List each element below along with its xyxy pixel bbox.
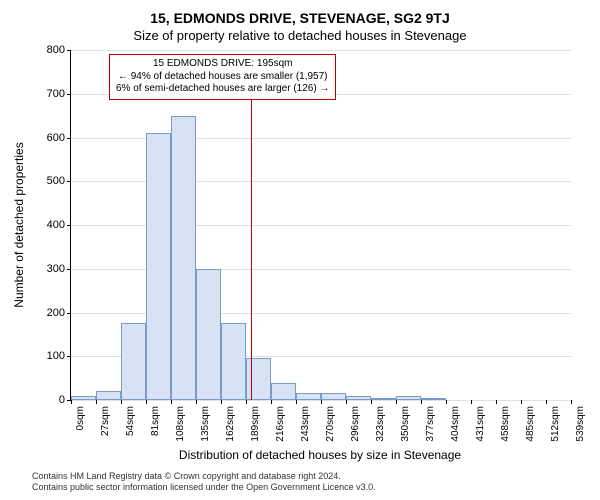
x-tick [196, 400, 197, 404]
x-tick [496, 400, 497, 404]
footer-line-1: Contains HM Land Registry data © Crown c… [32, 471, 376, 483]
histogram-bar [121, 323, 146, 400]
x-tick [471, 400, 472, 404]
y-tick [67, 181, 71, 182]
x-tick [271, 400, 272, 404]
x-tick [371, 400, 372, 404]
x-tick-label: 350sqm [400, 406, 411, 442]
histogram-bar [321, 393, 346, 400]
histogram-bar [296, 393, 321, 400]
x-tick-label: 162sqm [225, 406, 236, 442]
x-tick [446, 400, 447, 404]
x-tick [171, 400, 172, 404]
y-tick-label: 700 [25, 88, 65, 100]
histogram-bar [146, 133, 171, 400]
x-tick-label: 296sqm [350, 406, 361, 442]
histogram-bar [221, 323, 246, 400]
histogram-bar [196, 269, 221, 400]
x-tick-label: 539sqm [575, 406, 586, 442]
marker-line [251, 95, 252, 400]
y-tick [67, 94, 71, 95]
y-tick [67, 313, 71, 314]
histogram-bar [346, 396, 371, 400]
x-tick [521, 400, 522, 404]
x-tick [71, 400, 72, 404]
footer: Contains HM Land Registry data © Crown c… [32, 471, 376, 494]
histogram-bar [396, 396, 421, 400]
annotation-line: 6% of semi-detached houses are larger (1… [116, 83, 329, 96]
x-tick-label: 108sqm [175, 406, 186, 442]
x-tick-label: 54sqm [125, 406, 136, 436]
x-tick [396, 400, 397, 404]
x-tick-label: 27sqm [100, 406, 111, 436]
chart-container: 15, EDMONDS DRIVE, STEVENAGE, SG2 9TJ Si… [0, 0, 600, 500]
x-tick [246, 400, 247, 404]
x-tick [146, 400, 147, 404]
y-tick-label: 500 [25, 175, 65, 187]
y-axis-label: Number of detached properties [12, 50, 26, 400]
y-tick [67, 225, 71, 226]
x-tick [221, 400, 222, 404]
x-tick-label: 323sqm [375, 406, 386, 442]
x-tick-label: 512sqm [550, 406, 561, 442]
histogram-bar [171, 116, 196, 400]
histogram-bar [96, 391, 121, 400]
page-title: 15, EDMONDS DRIVE, STEVENAGE, SG2 9TJ [0, 0, 600, 26]
histogram-bar [246, 358, 271, 400]
x-tick-label: 404sqm [450, 406, 461, 442]
y-tick [67, 269, 71, 270]
y-tick-label: 400 [25, 219, 65, 231]
x-tick [121, 400, 122, 404]
x-tick [421, 400, 422, 404]
x-tick-label: 431sqm [475, 406, 486, 442]
x-tick [546, 400, 547, 404]
plot-area: 01002003004005006007008000sqm27sqm54sqm8… [70, 50, 571, 401]
x-tick-label: 0sqm [75, 406, 86, 430]
footer-line-2: Contains public sector information licen… [32, 482, 376, 494]
histogram-bar [71, 396, 96, 400]
histogram-bar [271, 383, 296, 401]
x-tick-label: 189sqm [250, 406, 261, 442]
y-tick-label: 100 [25, 350, 65, 362]
x-tick [571, 400, 572, 404]
chart-region: 01002003004005006007008000sqm27sqm54sqm8… [70, 50, 570, 400]
x-tick-label: 216sqm [275, 406, 286, 442]
x-tick [296, 400, 297, 404]
x-tick-label: 485sqm [525, 406, 536, 442]
y-tick-label: 600 [25, 132, 65, 144]
gridline [71, 50, 571, 51]
x-tick-label: 81sqm [150, 406, 161, 436]
x-tick-label: 270sqm [325, 406, 336, 442]
x-tick-label: 377sqm [425, 406, 436, 442]
y-tick-label: 300 [25, 263, 65, 275]
y-tick [67, 50, 71, 51]
y-tick-label: 200 [25, 307, 65, 319]
x-tick [346, 400, 347, 404]
y-tick-label: 0 [25, 394, 65, 406]
y-tick-label: 800 [25, 44, 65, 56]
page-subtitle: Size of property relative to detached ho… [0, 26, 600, 43]
x-tick [321, 400, 322, 404]
y-tick [67, 356, 71, 357]
histogram-bar [421, 398, 446, 400]
x-axis-label: Distribution of detached houses by size … [70, 448, 570, 462]
annotation-line: 15 EDMONDS DRIVE: 195sqm [116, 58, 329, 71]
annotation-box: 15 EDMONDS DRIVE: 195sqm← 94% of detache… [109, 54, 336, 100]
histogram-bar [371, 398, 396, 400]
x-tick-label: 243sqm [300, 406, 311, 442]
x-tick [96, 400, 97, 404]
x-tick-label: 458sqm [500, 406, 511, 442]
x-tick-label: 135sqm [200, 406, 211, 442]
y-tick [67, 138, 71, 139]
annotation-line: ← 94% of detached houses are smaller (1,… [116, 71, 329, 84]
